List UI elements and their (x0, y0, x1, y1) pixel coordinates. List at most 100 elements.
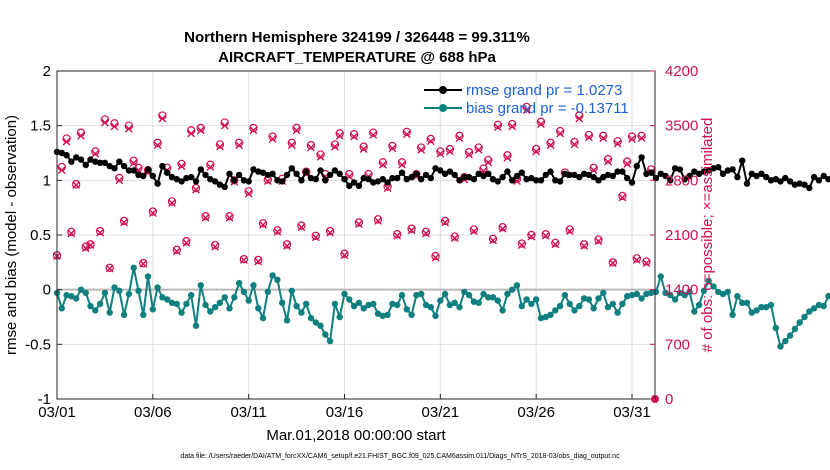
rmse-point (528, 174, 535, 182)
y-right-tick-label: 0 (665, 391, 673, 408)
bias-point (408, 311, 415, 318)
bias-point (116, 287, 123, 294)
chart-title-line2: AIRCRAFT_TEMPERATURE @ 688 hPa (218, 49, 496, 66)
bias-point (140, 311, 147, 318)
obs-possible-point (426, 134, 435, 144)
obs-assimilated-point (407, 226, 416, 235)
obs-possible-point (177, 159, 186, 169)
bias-point (777, 343, 784, 350)
obs-assimilated-point (206, 163, 215, 171)
obs-possible-point (623, 157, 632, 166)
obs-assimilated-point (604, 157, 612, 166)
bias-point (815, 301, 823, 309)
obs-possible-point (244, 187, 253, 196)
bias-point (446, 301, 454, 309)
obs-assimilated-point (254, 257, 263, 266)
x-tick-label: 03/11 (230, 404, 266, 421)
obs-possible-point (335, 129, 344, 138)
obs-assimilated-point (110, 122, 119, 131)
obs-assimilated-point (62, 137, 71, 146)
rmse-point (164, 169, 171, 176)
rmse-point (68, 158, 75, 165)
bias-point (643, 290, 650, 298)
bias-point (365, 301, 372, 309)
y-right-tick-label: 3500 (665, 118, 698, 135)
rmse-point (609, 172, 616, 180)
bias-point (288, 287, 295, 294)
bias-point (427, 304, 434, 311)
rmse-point (135, 171, 142, 179)
bias-point (533, 296, 540, 303)
bias-point (188, 291, 195, 299)
y-left-tick-label: -1 (38, 391, 51, 408)
rmse-point (719, 170, 727, 177)
obs-assimilated-point (532, 147, 541, 156)
obs-assimilated-point (541, 231, 550, 240)
rmse-point (154, 180, 161, 187)
rmse-point (384, 179, 391, 186)
rmse-point (695, 170, 703, 177)
rmse-point (96, 159, 104, 166)
obs-assimilated-point (211, 242, 220, 251)
bias-point (465, 291, 473, 299)
rmse-point (705, 167, 712, 174)
bias-point (149, 306, 156, 313)
bias-point (657, 273, 664, 280)
rmse-point (317, 167, 324, 174)
rmse-point (461, 173, 468, 181)
bias-point (307, 314, 315, 322)
obs-assimilated-point (331, 142, 339, 151)
bias-point (207, 308, 214, 315)
rmse-point (662, 172, 669, 180)
obs-assimilated-point (225, 213, 234, 222)
rmse-point (82, 161, 90, 169)
obs-assimilated-point (91, 149, 100, 158)
rmse-point (87, 156, 94, 163)
rmse-point (140, 172, 147, 180)
rmse-point (643, 170, 650, 177)
bias-line (56, 267, 830, 349)
obs-assimilated-point (436, 149, 445, 158)
rmse-point (739, 157, 746, 164)
bias-point (77, 286, 85, 293)
obs-assimilated-point (359, 145, 368, 153)
obs-assimilated-point (493, 123, 502, 132)
rmse-point (269, 170, 276, 177)
obs-possible-point (239, 255, 249, 264)
obs-assimilated-point (172, 247, 181, 256)
obs-possible-point (349, 130, 359, 139)
rmse-point (825, 176, 830, 183)
rmse-point (671, 165, 679, 172)
obs-assimilated-point (340, 251, 349, 260)
bias-point (355, 299, 363, 306)
obs-assimilated-point (450, 234, 459, 243)
rmse-point (604, 171, 612, 179)
obs-possible-point (517, 239, 526, 248)
obs-possible-point (369, 128, 378, 137)
bias-point (398, 291, 406, 299)
rmse-point (470, 176, 478, 183)
rmse-point (614, 168, 621, 175)
bias-point (485, 294, 492, 301)
obs-assimilated-point (273, 227, 282, 236)
obs-possible-point (306, 140, 316, 150)
obs-possible-point (67, 227, 76, 237)
rmse-point (437, 167, 444, 174)
bias-point (580, 295, 588, 302)
obs-assimilated-point (350, 132, 358, 141)
bias-point (509, 286, 516, 293)
obs-possible-point (139, 258, 148, 268)
obs-assimilated-point (570, 140, 579, 149)
obs-possible-point (225, 212, 234, 221)
obs-possible-point (378, 158, 388, 167)
rmse-point (188, 173, 195, 181)
obs-possible-point (498, 222, 507, 232)
bias-point (235, 279, 243, 287)
rmse-point (125, 167, 133, 174)
bias-point (619, 300, 626, 308)
obs-assimilated-point (613, 139, 622, 148)
bias-point (211, 304, 219, 311)
bias-point (609, 300, 616, 308)
bias-point (825, 293, 830, 300)
